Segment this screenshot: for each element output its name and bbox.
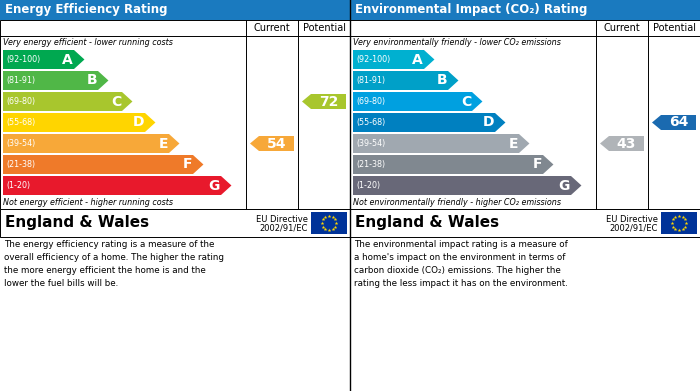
Bar — [311, 212, 347, 234]
Polygon shape — [122, 92, 132, 111]
Text: 2002/91/EC: 2002/91/EC — [610, 224, 658, 233]
Text: (1-20): (1-20) — [356, 181, 380, 190]
Text: G: G — [209, 179, 220, 192]
Text: F: F — [533, 158, 542, 172]
Text: England & Wales: England & Wales — [355, 215, 499, 231]
Polygon shape — [495, 113, 505, 132]
Bar — [353, 113, 495, 132]
Bar — [353, 71, 448, 90]
Polygon shape — [448, 71, 458, 90]
Text: Not energy efficient - higher running costs: Not energy efficient - higher running co… — [3, 198, 173, 207]
Text: B: B — [436, 74, 447, 88]
Text: E: E — [158, 136, 168, 151]
Polygon shape — [652, 115, 696, 130]
Text: D: D — [132, 115, 144, 129]
Polygon shape — [74, 50, 85, 69]
Text: (1-20): (1-20) — [6, 181, 30, 190]
Text: 43: 43 — [617, 136, 636, 151]
Polygon shape — [600, 136, 644, 151]
Bar — [353, 92, 472, 111]
Text: Very environmentally friendly - lower CO₂ emissions: Very environmentally friendly - lower CO… — [353, 38, 561, 47]
Text: The energy efficiency rating is a measure of the
overall efficiency of a home. T: The energy efficiency rating is a measur… — [4, 240, 224, 287]
Polygon shape — [424, 50, 435, 69]
Text: 72: 72 — [318, 95, 338, 108]
Text: (21-38): (21-38) — [356, 160, 385, 169]
Text: (55-68): (55-68) — [356, 118, 385, 127]
Text: F: F — [183, 158, 192, 172]
Polygon shape — [193, 155, 204, 174]
Text: Environmental Impact (CO₂) Rating: Environmental Impact (CO₂) Rating — [355, 4, 587, 16]
Bar — [350, 20, 700, 209]
Text: 2002/91/EC: 2002/91/EC — [260, 224, 308, 233]
Polygon shape — [169, 134, 179, 153]
Text: C: C — [111, 95, 121, 108]
Text: A: A — [62, 52, 73, 66]
Polygon shape — [145, 113, 155, 132]
Bar — [353, 50, 424, 69]
Text: (39-54): (39-54) — [356, 139, 385, 148]
Text: E: E — [508, 136, 518, 151]
Text: C: C — [461, 95, 471, 108]
Bar — [353, 155, 543, 174]
Text: (69-80): (69-80) — [6, 97, 35, 106]
Bar — [3, 92, 122, 111]
Text: Potential: Potential — [302, 23, 346, 33]
Text: A: A — [412, 52, 423, 66]
Bar — [0, 20, 350, 209]
Text: Current: Current — [603, 23, 640, 33]
Text: England & Wales: England & Wales — [5, 215, 149, 231]
Polygon shape — [543, 155, 554, 174]
Polygon shape — [221, 176, 232, 195]
Text: Not environmentally friendly - higher CO₂ emissions: Not environmentally friendly - higher CO… — [353, 198, 561, 207]
Text: 54: 54 — [267, 136, 286, 151]
Bar — [0, 0, 350, 20]
Bar — [350, 0, 700, 20]
Text: (81-91): (81-91) — [356, 76, 385, 85]
Polygon shape — [571, 176, 582, 195]
Text: (69-80): (69-80) — [356, 97, 385, 106]
Text: Very energy efficient - lower running costs: Very energy efficient - lower running co… — [3, 38, 173, 47]
Bar — [3, 71, 98, 90]
Bar — [3, 134, 169, 153]
Text: (39-54): (39-54) — [6, 139, 35, 148]
Text: Current: Current — [253, 23, 290, 33]
Text: Energy Efficiency Rating: Energy Efficiency Rating — [5, 4, 167, 16]
Bar — [350, 209, 700, 237]
Text: (55-68): (55-68) — [6, 118, 35, 127]
Polygon shape — [302, 94, 346, 109]
Polygon shape — [250, 136, 294, 151]
Text: EU Directive: EU Directive — [256, 215, 308, 224]
Text: D: D — [482, 115, 494, 129]
Bar — [0, 209, 350, 237]
Bar — [353, 176, 571, 195]
Text: (92-100): (92-100) — [6, 55, 41, 64]
Text: (21-38): (21-38) — [6, 160, 35, 169]
Text: EU Directive: EU Directive — [606, 215, 658, 224]
Text: B: B — [86, 74, 97, 88]
Bar — [353, 134, 519, 153]
Bar — [3, 113, 145, 132]
Text: 64: 64 — [668, 115, 688, 129]
Text: (81-91): (81-91) — [6, 76, 35, 85]
Text: The environmental impact rating is a measure of
a home's impact on the environme: The environmental impact rating is a mea… — [354, 240, 568, 287]
Bar — [3, 50, 74, 69]
Polygon shape — [472, 92, 482, 111]
Text: (92-100): (92-100) — [356, 55, 391, 64]
Text: Potential: Potential — [652, 23, 696, 33]
Bar — [661, 212, 697, 234]
Text: G: G — [559, 179, 570, 192]
Polygon shape — [98, 71, 108, 90]
Polygon shape — [519, 134, 529, 153]
Bar — [3, 155, 193, 174]
Bar — [3, 176, 221, 195]
